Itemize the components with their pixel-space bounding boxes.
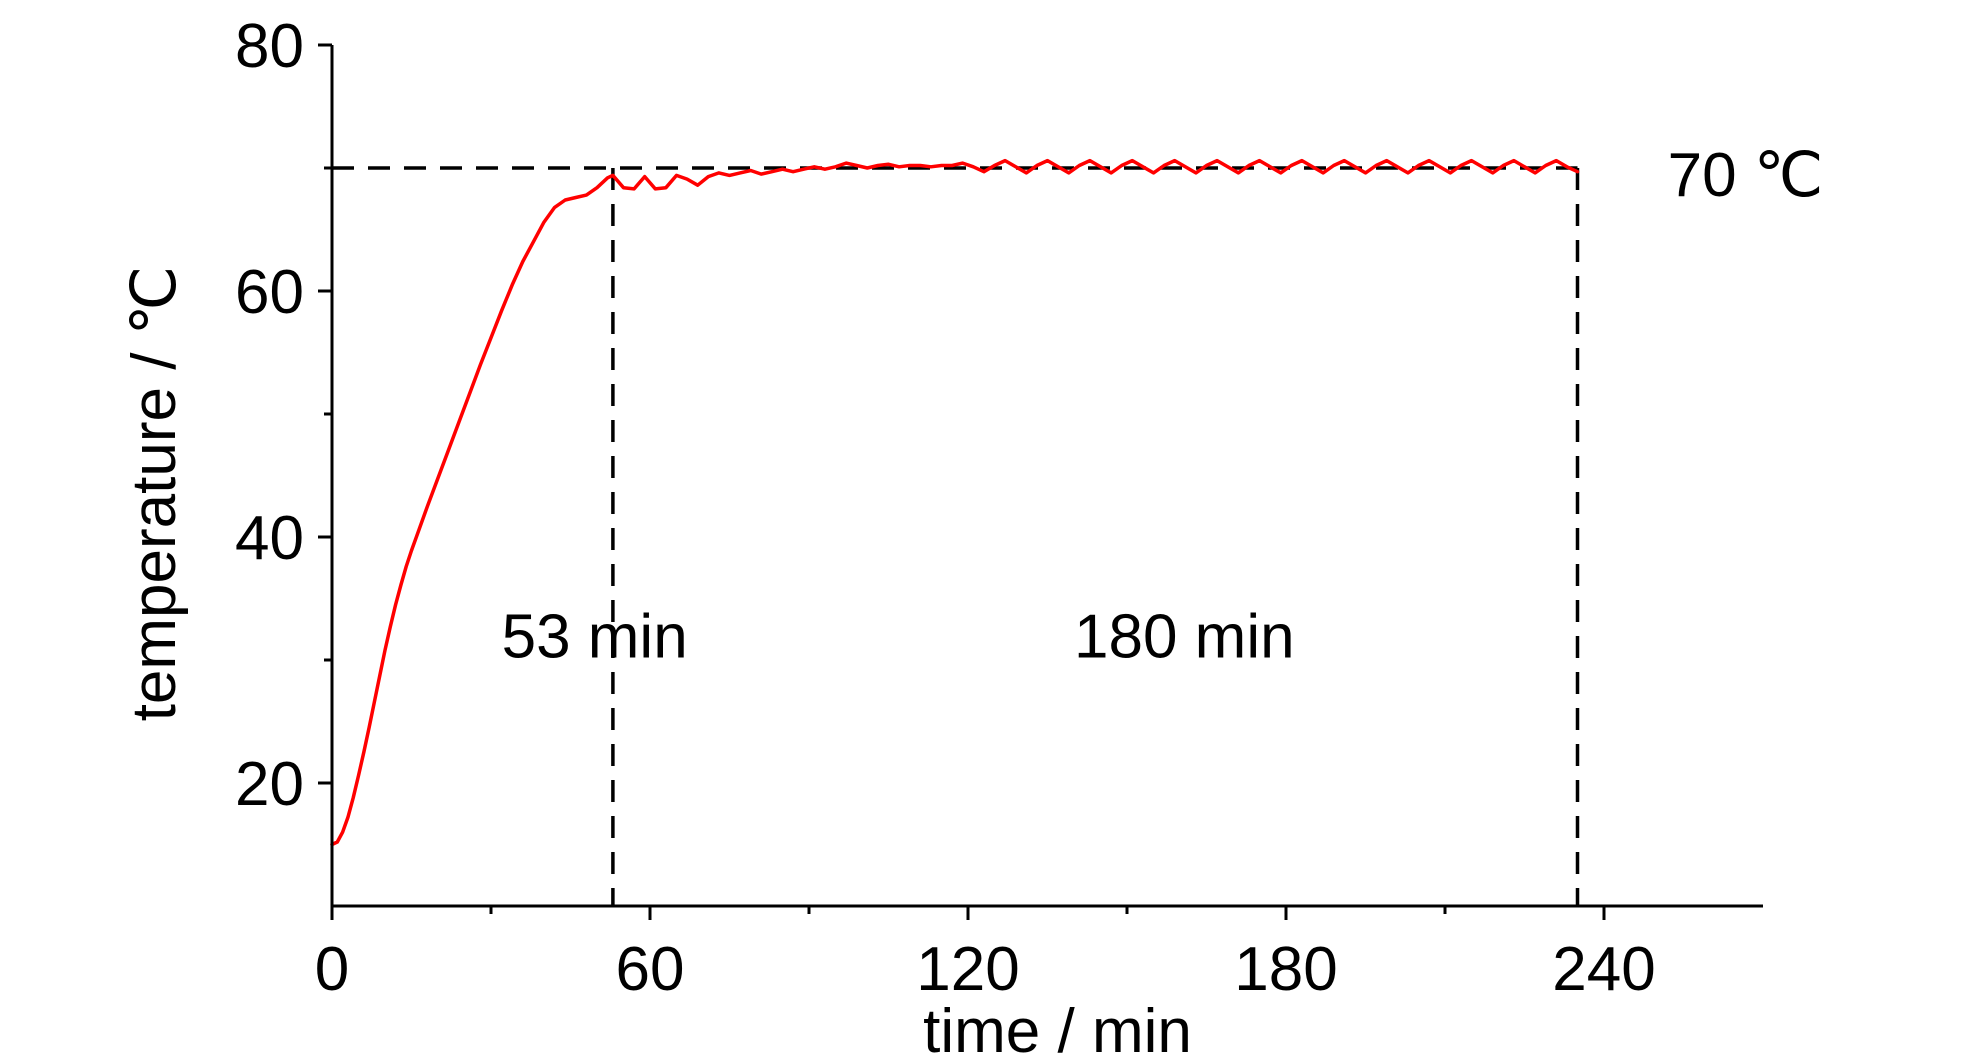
y-tick-label: 40 xyxy=(235,504,304,573)
annotation-label: 53 min xyxy=(502,602,688,671)
x-tick-label: 0 xyxy=(315,935,349,1004)
annotations: 53 min 180 min 70 ℃ xyxy=(502,141,1824,671)
x-axis-title: time / min xyxy=(923,997,1192,1062)
y-tick-label: 60 xyxy=(235,258,304,327)
y-axis-title: temperature / ℃ xyxy=(120,266,189,722)
x-tick-label: 60 xyxy=(616,935,685,1004)
x-tick-label: 240 xyxy=(1552,935,1655,1004)
x-tick-label: 180 xyxy=(1234,935,1337,1004)
temperature-series-line xyxy=(330,158,1580,847)
reference-lines xyxy=(332,166,1580,906)
y-tick-label: 80 xyxy=(235,12,304,81)
tick-labels: 0 60 120 180 240 20 40 60 80 xyxy=(235,12,1656,1004)
y-tick-label: 20 xyxy=(235,750,304,819)
x-tick-label: 120 xyxy=(916,935,1019,1004)
annotation-label: 180 min xyxy=(1074,602,1295,671)
annotation-label: 70 ℃ xyxy=(1668,141,1824,210)
series-group xyxy=(330,158,1580,847)
tick-marks xyxy=(318,43,1606,920)
axes xyxy=(330,45,1763,908)
